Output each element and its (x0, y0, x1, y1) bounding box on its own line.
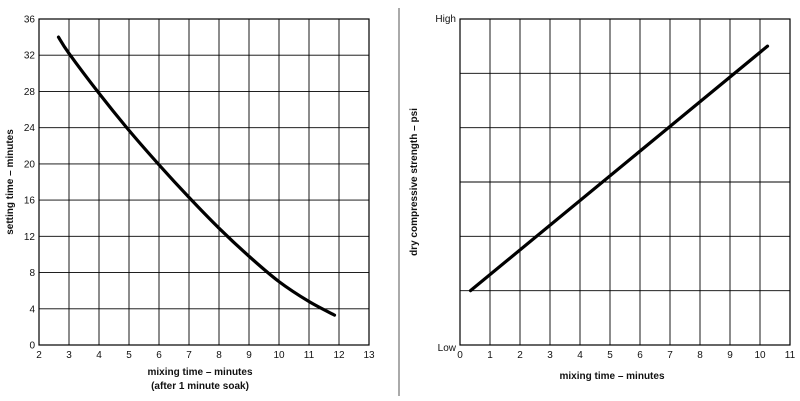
x-tick-label: 9 (727, 350, 733, 361)
right-y-axis-label: dry compressive strength – psi (409, 108, 420, 256)
x-tick-label: 4 (96, 350, 102, 361)
y-tick-label: 16 (24, 196, 36, 207)
x-tick-label: 12 (333, 350, 345, 361)
x-tick-label: 4 (577, 350, 583, 361)
x-tick-label: 0 (457, 350, 463, 361)
right-y-tick-low: Low (438, 343, 457, 354)
compressive-strength-chart: 0 1 2 3 4 5 6 7 8 9 10 11 High Low mixing time – mi… (409, 14, 796, 382)
x-tick-label: 11 (785, 350, 796, 361)
y-tick-label: 0 (29, 341, 35, 352)
right-x-tick-labels: 0 1 2 3 4 5 6 7 8 9 10 11 (457, 350, 795, 361)
x-tick-label: 2 (517, 350, 523, 361)
x-tick-label: 6 (156, 350, 162, 361)
x-tick-label: 6 (637, 350, 643, 361)
y-tick-label: 36 (24, 15, 36, 26)
y-tick-label: 4 (29, 304, 35, 315)
x-tick-label: 8 (697, 350, 703, 361)
left-y-axis-label: setting time – minutes (5, 129, 16, 235)
right-plot-frame (459, 18, 791, 346)
x-tick-label: 10 (754, 350, 766, 361)
x-tick-label: 2 (36, 350, 42, 361)
x-tick-label: 8 (216, 350, 222, 361)
right-y-tick-high: High (435, 14, 456, 25)
x-tick-label: 5 (126, 350, 132, 361)
x-tick-label: 10 (273, 350, 285, 361)
setting-time-chart: 2 3 4 5 6 7 8 9 10 11 12 13 0 4 8 12 16 20 24 28 32 36 mixin… (5, 15, 375, 393)
left-x-axis-label: mixing time – minutes (147, 367, 252, 378)
y-tick-label: 32 (24, 51, 36, 62)
left-y-tick-labels: 0 4 8 12 16 20 24 28 32 36 (24, 15, 36, 352)
x-tick-label: 7 (667, 350, 673, 361)
left-x-tick-labels: 2 3 4 5 6 7 8 9 10 11 12 13 (36, 350, 375, 361)
right-x-axis-label: mixing time – minutes (559, 371, 664, 382)
y-tick-label: 28 (24, 87, 36, 98)
y-tick-label: 12 (24, 232, 36, 243)
x-tick-label: 9 (246, 350, 252, 361)
x-tick-label: 7 (186, 350, 192, 361)
setting-time-curve (56, 35, 337, 317)
left-x-axis-sublabel: (after 1 minute soak) (151, 381, 249, 392)
y-tick-label: 20 (24, 159, 36, 170)
x-tick-label: 5 (607, 350, 613, 361)
x-tick-label: 1 (487, 350, 493, 361)
x-tick-label: 3 (547, 350, 553, 361)
x-tick-label: 3 (66, 350, 72, 361)
compressive-strength-line (468, 44, 770, 293)
y-tick-label: 8 (29, 268, 35, 279)
y-tick-label: 24 (24, 123, 36, 134)
left-plot-frame (38, 18, 370, 346)
right-grid (460, 19, 790, 345)
left-grid (39, 19, 369, 345)
x-tick-label: 13 (363, 350, 375, 361)
x-tick-label: 11 (304, 350, 315, 361)
